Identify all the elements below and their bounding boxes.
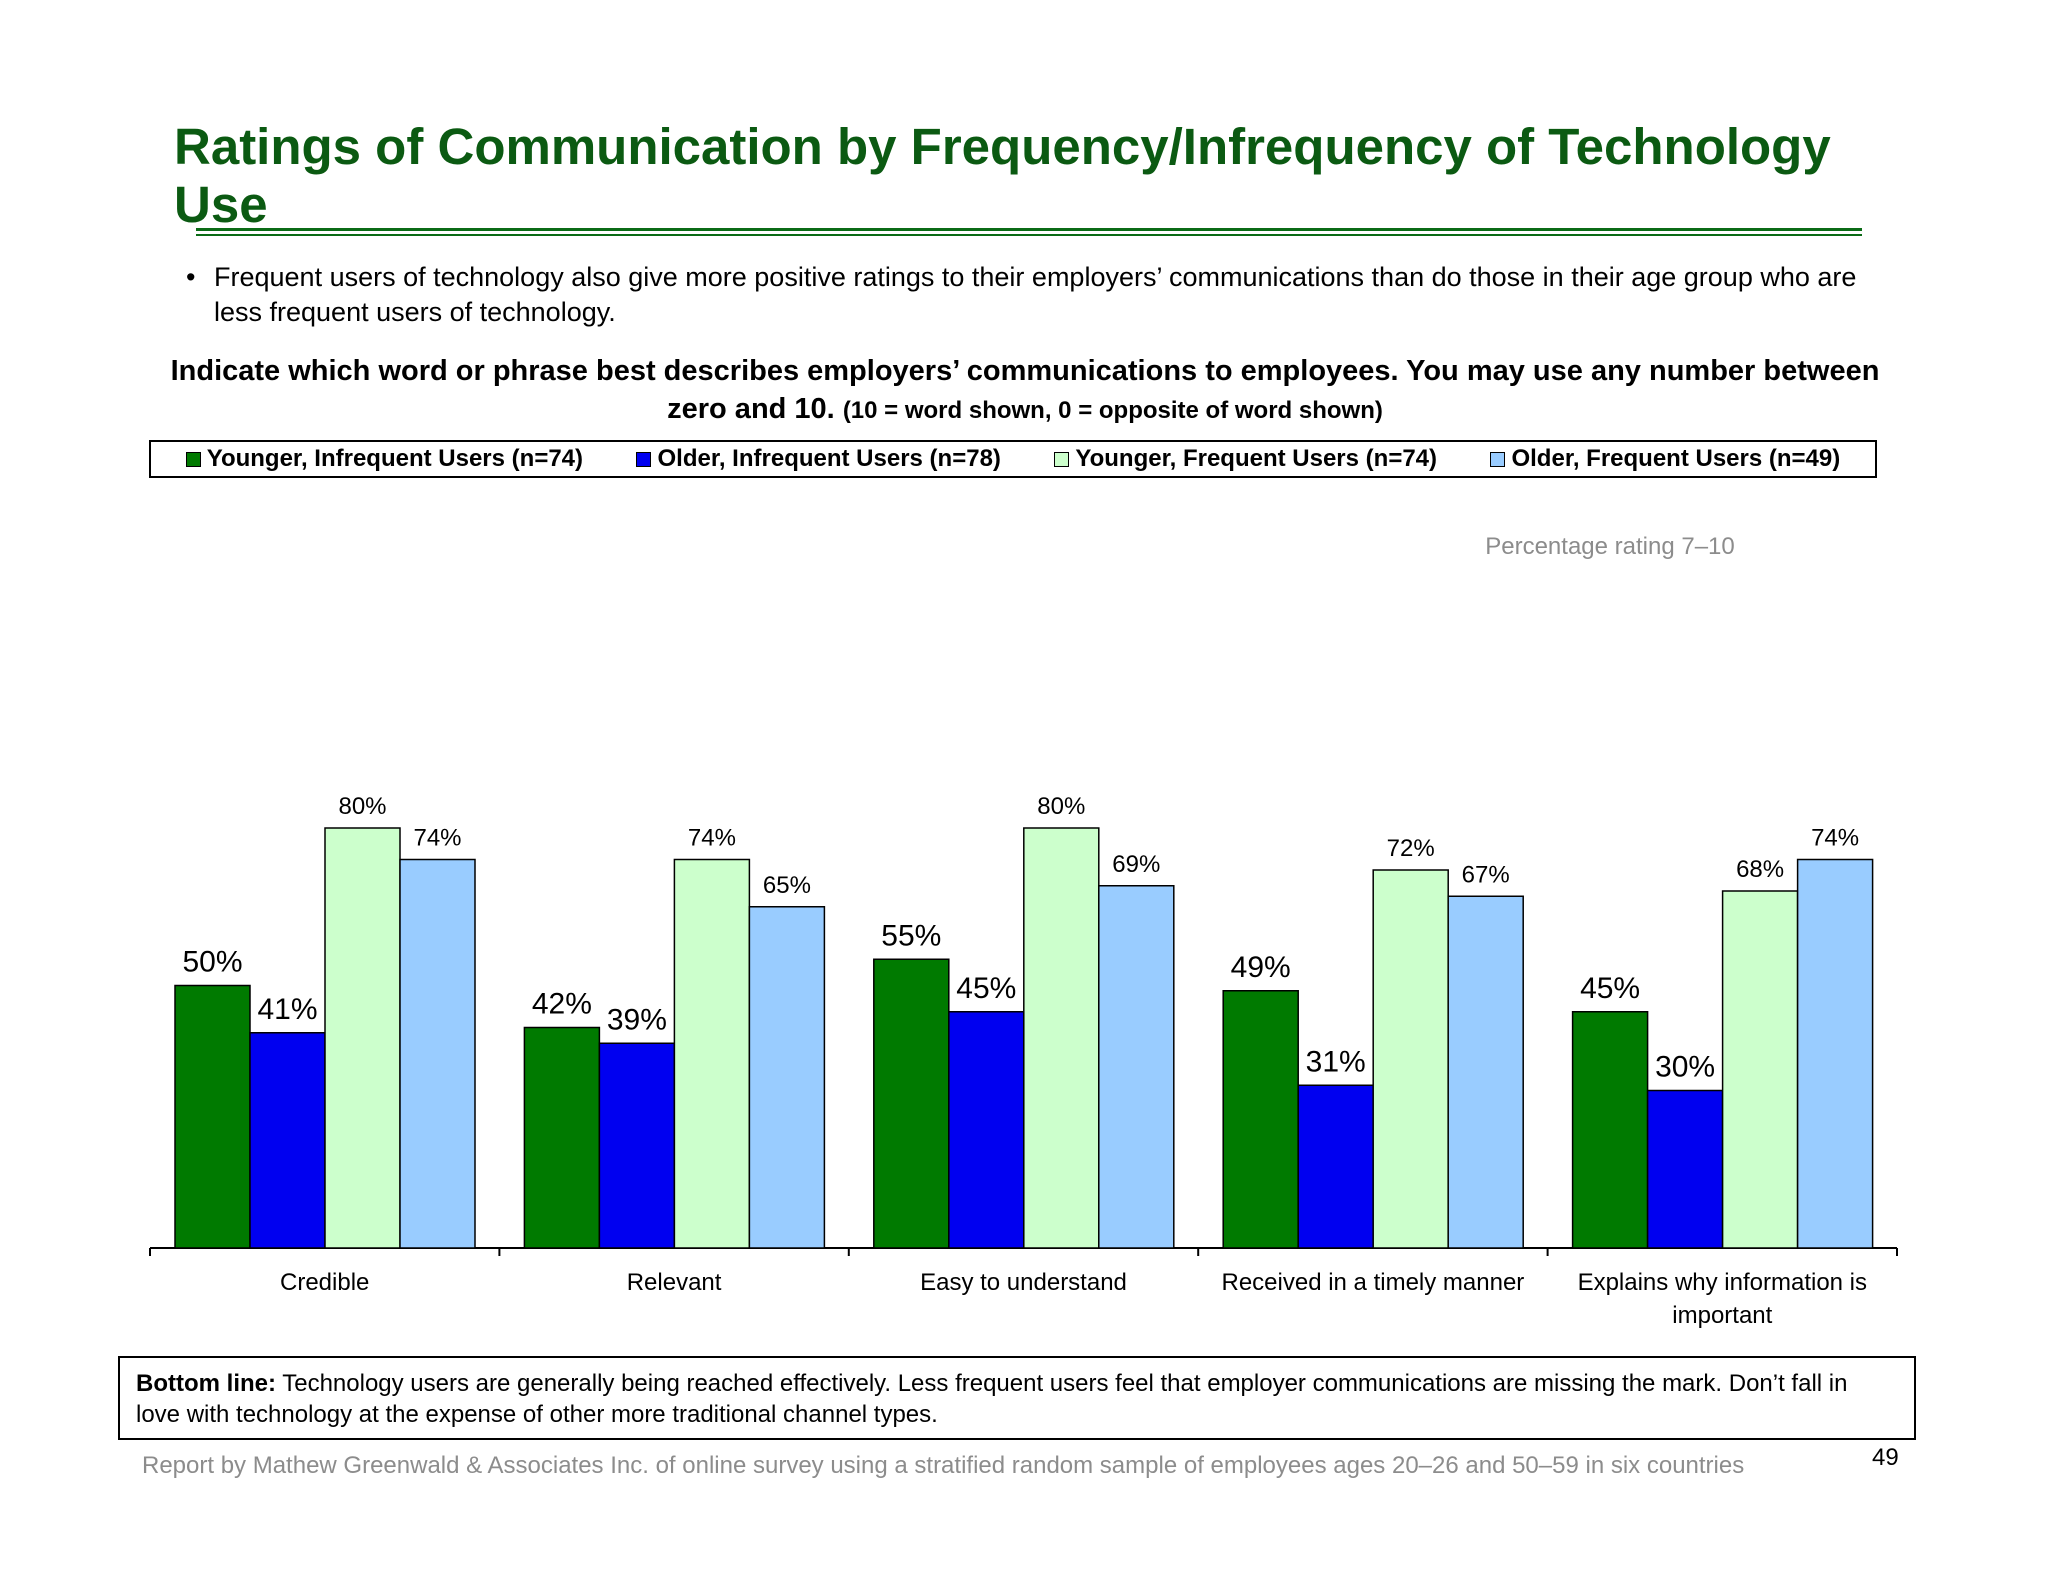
data-label: 65% xyxy=(763,872,811,899)
legend-swatch xyxy=(1054,451,1070,467)
category-label: Received in a timely manner xyxy=(1221,1269,1524,1296)
data-label: 74% xyxy=(413,825,461,852)
data-label: 50% xyxy=(182,946,242,979)
question-main: Indicate which word or phrase best descr… xyxy=(170,355,1880,425)
summary-bullet: • Frequent users of technology also give… xyxy=(186,260,1866,330)
data-label: 55% xyxy=(881,919,941,952)
survey-question: Indicate which word or phrase best descr… xyxy=(150,352,1900,430)
data-label: 49% xyxy=(1231,951,1291,984)
data-label: 69% xyxy=(1112,851,1160,878)
legend-label: Younger, Frequent Users (n=74) xyxy=(1075,445,1438,472)
data-label: 68% xyxy=(1736,856,1784,883)
bar xyxy=(249,1032,326,1249)
title-rule xyxy=(196,228,1862,231)
bar xyxy=(324,827,401,1249)
bar xyxy=(873,958,950,1249)
data-label: 45% xyxy=(1580,972,1640,1005)
legend-item-older-frequent: Older, Frequent Users (n=49) xyxy=(1490,445,1840,473)
legend-label: Older, Frequent Users (n=49) xyxy=(1511,445,1841,472)
data-label: 74% xyxy=(1811,825,1859,852)
data-label: 41% xyxy=(257,993,317,1026)
legend-label: Younger, Infrequent Users (n=74) xyxy=(206,445,584,472)
legend-item-younger-frequent: Younger, Frequent Users (n=74) xyxy=(1054,445,1437,473)
bar xyxy=(598,1042,676,1249)
legend-swatch xyxy=(185,451,201,467)
bar xyxy=(1447,895,1524,1249)
bar-chart: 50% 41% 80% 74% Credible 42% 39% 74% 65% Relevant… xyxy=(149,533,1898,1329)
bar xyxy=(1721,890,1799,1249)
legend-item-younger-infrequent: Younger, Infrequent Users (n=74) xyxy=(185,445,584,473)
category-label: Easy to understand xyxy=(920,1269,1127,1296)
category-label: Credible xyxy=(280,1269,369,1296)
data-label: 80% xyxy=(1037,793,1085,820)
data-label: 67% xyxy=(1462,861,1510,888)
bottom-line-box: Bottom line: Technology users are genera… xyxy=(118,1356,1916,1440)
bar xyxy=(399,858,476,1249)
data-label: 31% xyxy=(1306,1045,1366,1078)
bar xyxy=(1297,1084,1374,1249)
data-label: 39% xyxy=(607,1003,667,1036)
bar xyxy=(1222,990,1299,1249)
chart-annotation: Percentage rating 7–10 xyxy=(1485,533,1735,560)
bar xyxy=(174,984,251,1249)
bar xyxy=(1098,885,1175,1249)
category-label: Explains why information is xyxy=(1578,1269,1867,1296)
bar xyxy=(1023,827,1100,1249)
data-label: 45% xyxy=(956,972,1016,1005)
legend-swatch xyxy=(636,451,652,467)
category-label: Relevant xyxy=(627,1269,722,1296)
bar xyxy=(1571,1011,1649,1249)
bullet-marker: • xyxy=(186,262,196,292)
bar xyxy=(1372,869,1449,1249)
chart-legend: Younger, Infrequent Users (n=74) Older, … xyxy=(149,440,1877,478)
legend-item-older-infrequent: Older, Infrequent Users (n=78) xyxy=(636,445,1001,473)
bottom-line-text: Technology users are generally being rea… xyxy=(136,1370,1848,1428)
bar xyxy=(1796,858,1874,1249)
bottom-line-label: Bottom line: xyxy=(136,1370,276,1397)
source-footer: Report by Mathew Greenwald & Associates … xyxy=(142,1452,1745,1479)
bar xyxy=(1646,1089,1724,1249)
bullet-text: Frequent users of technology also give m… xyxy=(214,262,1857,327)
legend-swatch xyxy=(1490,451,1506,467)
category-label: important xyxy=(1672,1302,1772,1329)
data-label: 72% xyxy=(1387,835,1435,862)
data-label: 42% xyxy=(532,988,592,1021)
bar xyxy=(748,906,826,1249)
bar xyxy=(948,1011,1025,1249)
data-label: 80% xyxy=(338,793,386,820)
page-title: Ratings of Communication by Frequency/In… xyxy=(174,118,1831,233)
bar xyxy=(673,858,751,1249)
page-number: 49 xyxy=(1872,1444,1899,1471)
title-rule-secondary xyxy=(196,234,1862,236)
question-note: (10 = word shown, 0 = opposite of word s… xyxy=(842,397,1383,424)
data-label: 30% xyxy=(1655,1051,1715,1084)
legend-label: Older, Infrequent Users (n=78) xyxy=(657,445,1001,472)
data-label: 74% xyxy=(688,825,736,852)
bar xyxy=(523,1026,601,1249)
